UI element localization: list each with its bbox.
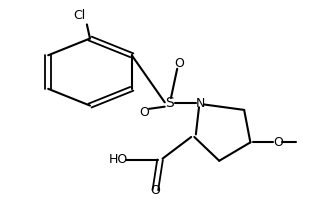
Text: O: O [151, 184, 160, 196]
Text: N: N [196, 97, 205, 110]
Text: O: O [274, 136, 283, 149]
Text: O: O [174, 57, 184, 70]
Text: Cl: Cl [73, 9, 85, 22]
Text: HO: HO [108, 153, 128, 166]
Text: O: O [139, 106, 149, 119]
Text: S: S [165, 96, 174, 110]
